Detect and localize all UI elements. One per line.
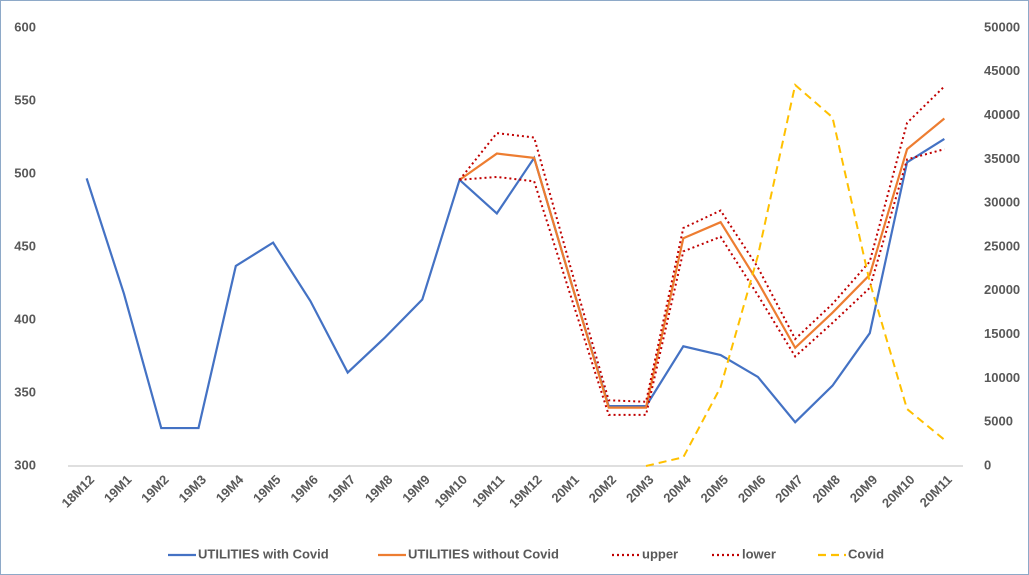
y-tick-label: 600 <box>14 19 36 34</box>
y-tick-label: 300 <box>14 457 36 472</box>
y2-tick-label: 20000 <box>984 282 1020 297</box>
y2-tick-label: 30000 <box>984 195 1020 210</box>
y-tick-label: 400 <box>14 311 36 326</box>
y-tick-label: 550 <box>14 92 36 107</box>
y2-tick-label: 40000 <box>984 107 1020 122</box>
y2-tick-label: 15000 <box>984 326 1020 341</box>
y2-tick-label: 0 <box>984 457 991 472</box>
y2-tick-label: 45000 <box>984 63 1020 78</box>
series-line <box>459 148 945 416</box>
legend-label: Covid <box>848 546 884 561</box>
series-line <box>645 83 945 467</box>
series-line <box>85 138 945 430</box>
y-tick-label: 450 <box>14 238 36 253</box>
y-tick-label: 350 <box>14 384 36 399</box>
legend-label: lower <box>742 546 776 561</box>
y-tick-label: 500 <box>14 165 36 180</box>
legend-label: upper <box>642 546 678 561</box>
y2-tick-label: 10000 <box>984 370 1020 385</box>
series-line <box>458 85 946 403</box>
y2-tick-label: 50000 <box>984 19 1020 34</box>
y2-tick-label: 25000 <box>984 238 1020 253</box>
y2-tick-label: 35000 <box>984 151 1020 166</box>
legend-label: UTILITIES with Covid <box>198 546 329 561</box>
y2-tick-label: 5000 <box>984 414 1013 429</box>
legend-label: UTILITIES without Covid <box>408 546 559 561</box>
series-line <box>458 117 946 409</box>
